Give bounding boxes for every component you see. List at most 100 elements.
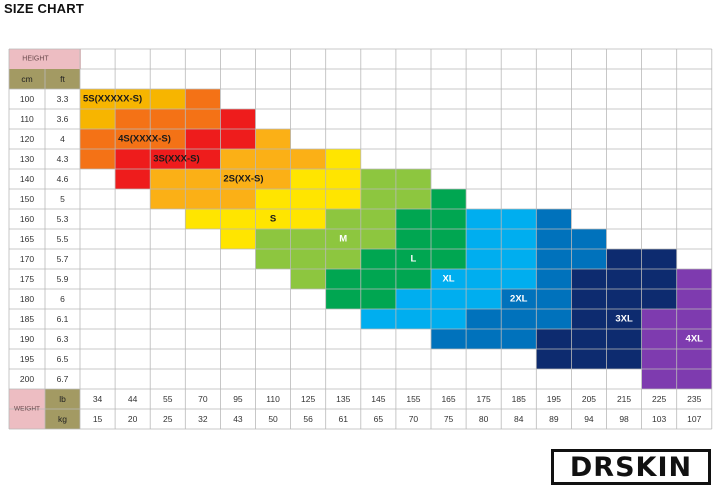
size-cell <box>536 309 572 329</box>
height-cm-label: 200 <box>20 374 34 384</box>
weight-unit-kg: kg <box>58 414 67 424</box>
height-cm-label: 150 <box>20 194 34 204</box>
weight-kg-label: 70 <box>409 414 419 424</box>
height-cm-label: 130 <box>20 154 34 164</box>
brand-name: DRSKIN <box>569 451 693 483</box>
size-cell <box>255 189 291 209</box>
size-cell <box>80 149 116 169</box>
size-cell <box>641 349 677 369</box>
height-ft-label: 6.3 <box>57 334 69 344</box>
weight-lb-label: 235 <box>687 394 701 404</box>
height-ft-label: 3.6 <box>57 114 69 124</box>
height-cm-label: 175 <box>20 274 34 284</box>
weight-lb-label: 215 <box>617 394 631 404</box>
size-cell <box>220 209 256 229</box>
size-label: L <box>411 254 417 265</box>
size-cell <box>80 129 116 149</box>
size-cell <box>255 249 291 269</box>
page-title: SIZE CHART <box>4 1 84 16</box>
weight-kg-label: 103 <box>652 414 666 424</box>
size-cell <box>431 209 467 229</box>
weight-lb-label: 205 <box>582 394 596 404</box>
weight-lb-label: 70 <box>198 394 208 404</box>
size-cell <box>571 309 607 329</box>
size-cell <box>676 349 712 369</box>
size-cell <box>325 289 361 309</box>
size-cell <box>150 89 186 109</box>
weight-kg-label: 65 <box>374 414 384 424</box>
size-cell <box>641 289 677 309</box>
size-cell <box>501 329 537 349</box>
size-cell <box>255 129 291 149</box>
size-cell <box>115 89 151 109</box>
size-cell <box>150 149 186 169</box>
height-label: HEIGHT <box>22 56 49 63</box>
size-cell <box>466 309 502 329</box>
size-cell <box>185 169 221 189</box>
size-cell <box>466 289 502 309</box>
weight-lb-label: 155 <box>406 394 420 404</box>
height-ft-label: 3.3 <box>57 94 69 104</box>
size-cell <box>115 129 151 149</box>
height-ft-label: 6.1 <box>57 314 69 324</box>
weight-kg-label: 43 <box>233 414 243 424</box>
size-cell <box>220 129 256 149</box>
size-cell <box>290 249 326 269</box>
weight-kg-label: 84 <box>514 414 524 424</box>
size-cell <box>185 109 221 129</box>
size-cell <box>571 329 607 349</box>
size-cell <box>571 249 607 269</box>
height-ft-label: 5.9 <box>57 274 69 284</box>
size-cell <box>395 309 431 329</box>
size-cell <box>571 269 607 289</box>
size-cell <box>676 289 712 309</box>
size-cell <box>360 249 396 269</box>
size-cell <box>466 249 502 269</box>
weight-kg-label: 50 <box>268 414 278 424</box>
size-cell <box>501 309 537 329</box>
size-cell <box>150 129 186 149</box>
height-unit-cell <box>9 69 80 89</box>
size-cell <box>290 169 326 189</box>
size-cell <box>115 109 151 129</box>
height-ft-label: 5.7 <box>57 254 69 264</box>
size-cell <box>395 289 431 309</box>
weight-kg-label: 56 <box>303 414 313 424</box>
size-cell <box>431 229 467 249</box>
size-cell <box>501 209 537 229</box>
size-cell <box>431 329 467 349</box>
weight-lb-label: 110 <box>266 394 280 404</box>
height-cm-label: 170 <box>20 254 34 264</box>
size-cell <box>325 149 361 169</box>
size-cell <box>676 269 712 289</box>
size-cell <box>255 209 291 229</box>
size-cell <box>80 109 116 129</box>
size-cell <box>431 269 467 289</box>
size-cell <box>641 269 677 289</box>
size-cell <box>466 209 502 229</box>
weight-label: WEIGHT <box>14 406 40 413</box>
size-cell <box>606 329 642 349</box>
size-label: S <box>270 214 276 225</box>
size-label: 4S(XXXX-S) <box>118 134 171 145</box>
weight-lb-label: 175 <box>477 394 491 404</box>
size-cell <box>395 249 431 269</box>
size-cell <box>395 229 431 249</box>
weight-lb-label: 34 <box>93 394 103 404</box>
size-cell <box>325 269 361 289</box>
size-cell <box>290 149 326 169</box>
size-cell <box>676 329 712 349</box>
size-cell <box>536 229 572 249</box>
size-cell <box>536 289 572 309</box>
size-cell <box>325 209 361 229</box>
size-cell <box>536 329 572 349</box>
weight-kg-label: 107 <box>687 414 701 424</box>
height-cm-label: 160 <box>20 214 34 224</box>
size-cell <box>676 369 712 389</box>
height-ft-label: 4.3 <box>57 154 69 164</box>
size-label: XL <box>442 274 454 285</box>
weight-lb-label: 44 <box>128 394 138 404</box>
height-cm-label: 110 <box>20 114 34 124</box>
size-cell <box>536 209 572 229</box>
